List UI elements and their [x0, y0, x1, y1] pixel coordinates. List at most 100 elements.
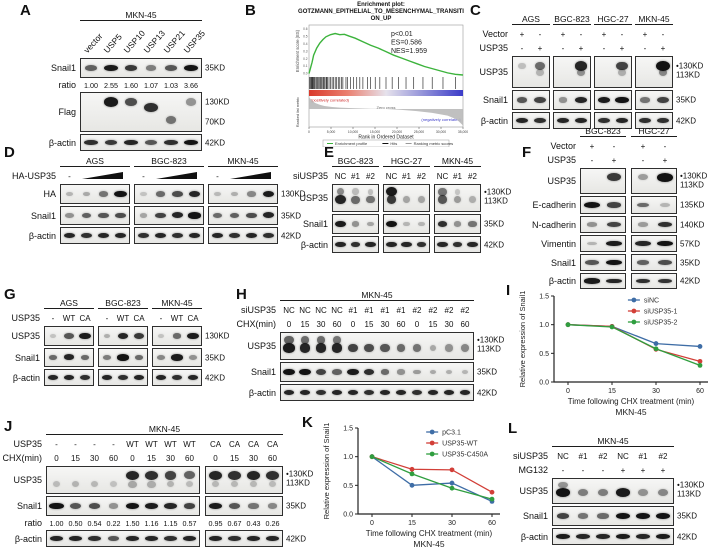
blot-lane	[581, 255, 603, 270]
lane-label-cell: USP10	[121, 24, 147, 56]
protein-band	[657, 97, 669, 103]
panel-E: E BGC-823 HGC-27 MKN-45 siUSP35 NC #1 #2 NC #1 #2 N…	[293, 144, 515, 255]
y-tick-label: 0.0	[343, 512, 353, 519]
lane-area	[44, 348, 202, 367]
blot-box	[80, 92, 202, 132]
chart: 0.0 0.5 1.0 1.5 0 15 30 60 pC3.1 USP35-WT USP35-C4…	[320, 414, 508, 555]
protein-band	[395, 389, 407, 396]
text-row: ratio 1.00 0.50 0.54 0.22 1.50 1.16 1.15 0.57 0.9…	[4, 518, 319, 528]
lane-value: -	[68, 171, 71, 181]
blot-lane	[632, 255, 654, 270]
row-label: β-actin	[14, 533, 42, 544]
blot-lane	[225, 467, 244, 493]
lane-value: +	[578, 43, 584, 53]
protein-band	[655, 512, 671, 520]
row-label: Vector	[482, 29, 508, 39]
lane-value: 0	[130, 453, 135, 463]
gsea-legend-label: Hits	[390, 141, 397, 146]
panel-body: AGS BGC-823 HGC-27 MKN-45 Vector + - + - + - + - USP3…	[470, 14, 711, 129]
blot-lane	[121, 135, 141, 150]
marker-label: 135KD	[680, 200, 705, 210]
blot-lane	[581, 236, 603, 251]
protein-band	[144, 535, 158, 542]
protein-band	[385, 220, 398, 228]
panel-A: A MKN-45 vector USP5 USP10 USP13 USP21 USP35 Sna…	[20, 2, 238, 153]
blot-lane	[633, 479, 653, 503]
protein-band	[636, 533, 650, 540]
protein-band	[117, 332, 129, 340]
blot-lane	[613, 479, 633, 503]
blot-lane	[169, 370, 185, 385]
lane-area: - WT CA - WT CA - WT CA	[44, 312, 202, 324]
marker-label: 113KD	[677, 489, 701, 499]
lane-area: AGS BGC-823 MKN-45	[60, 156, 278, 168]
protein-band	[230, 191, 239, 197]
lane-area: NC #1 #2 NC #1 #2 NC #1 #2	[332, 170, 481, 182]
blot-lane	[135, 228, 152, 243]
protein-band	[49, 535, 63, 542]
blot-lane	[603, 274, 625, 288]
protein-band	[65, 213, 74, 218]
blot-lane	[112, 185, 129, 203]
protein-band	[97, 232, 110, 239]
lane-value: CA	[133, 313, 145, 323]
lane-group: -	[208, 170, 278, 182]
x-tick-label: 15	[408, 520, 416, 527]
y-tick-label: 1.5	[343, 426, 353, 433]
blot-row: Snail1 35KD	[508, 506, 714, 526]
protein-band	[187, 332, 199, 340]
protein-band	[657, 278, 673, 284]
lane-area	[44, 369, 202, 386]
cond-row: Vector + - + -	[522, 140, 715, 152]
blot-box	[631, 254, 677, 271]
lane-value: #1	[396, 305, 406, 315]
blot-box	[512, 90, 550, 110]
blot-lane	[169, 207, 186, 224]
cond-row: Vector + - + - + - + -	[470, 28, 711, 40]
blot-box	[134, 184, 204, 204]
lane-label-cell: USP35	[181, 24, 207, 56]
protein-band	[211, 232, 224, 239]
blot-lane	[348, 215, 363, 233]
blot-lane	[593, 529, 613, 544]
protein-band	[228, 535, 241, 542]
protein-band	[411, 389, 423, 396]
blot-lane	[531, 91, 549, 109]
legend-marker	[429, 440, 435, 446]
protein-band	[79, 332, 91, 340]
protein-band	[332, 336, 342, 345]
ranked-metric-area	[309, 97, 463, 126]
protein-band	[98, 191, 109, 197]
blot-lane	[554, 57, 572, 87]
protein-band	[454, 196, 461, 204]
lane-value: 60	[185, 453, 194, 463]
protein-band	[172, 333, 182, 339]
lane-value: +	[640, 465, 646, 475]
x-tick-label: 60	[696, 388, 704, 395]
blot-lane	[263, 497, 282, 515]
lane-value: #2	[598, 451, 608, 461]
x-tick-label: 0	[566, 388, 570, 395]
protein-band	[536, 69, 544, 76]
blot-box	[631, 168, 677, 194]
blot-lane	[226, 207, 243, 224]
blot-lane	[47, 467, 66, 493]
blot-lane	[603, 255, 625, 270]
protein-band	[584, 202, 600, 208]
lane-value: -	[561, 43, 565, 53]
gsea-x-tick-label: 30,000	[436, 130, 446, 134]
blot-lane	[244, 497, 263, 515]
protein-band	[172, 191, 183, 197]
protein-band	[397, 369, 405, 375]
blot-lane	[61, 327, 77, 345]
row-label: β-actin	[548, 276, 576, 286]
cell-line-header: MKN-45	[80, 10, 202, 21]
panel-letter-F: F	[522, 144, 532, 161]
protein-band	[615, 96, 629, 104]
blot-lane	[115, 370, 131, 385]
protein-band	[412, 344, 422, 352]
row-label: ratio	[24, 518, 42, 528]
y-axis-title: Relative expression of Snail1	[518, 291, 527, 388]
lane-group: NC #1 #2	[332, 170, 379, 182]
legend-label: siUSP35-1	[644, 309, 678, 316]
